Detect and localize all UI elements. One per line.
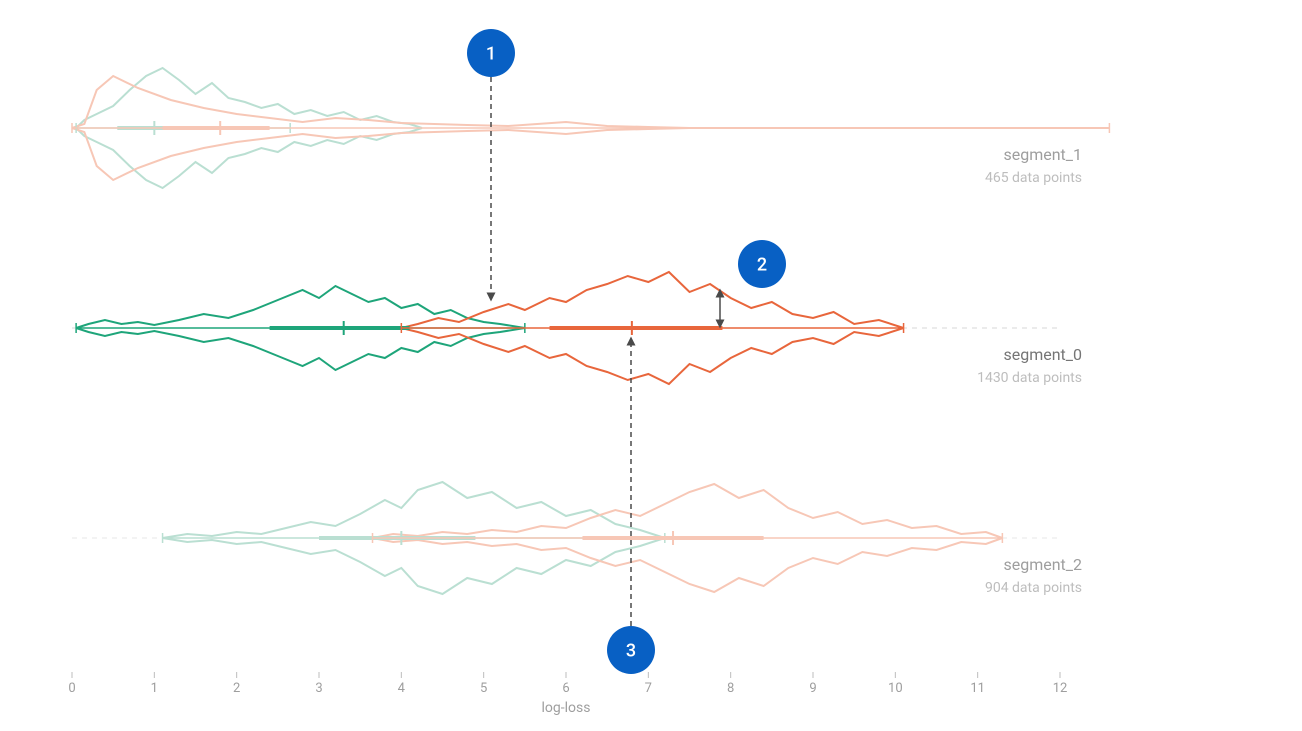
segment-count-label: 904 data points (985, 580, 1082, 596)
segment-row-segment_0: segment_0 1430 data points (72, 272, 1082, 386)
x-tick-label: 2 (233, 681, 240, 696)
x-tick-label: 0 (68, 681, 75, 696)
violin-orange (72, 76, 1109, 128)
segment-name-label: segment_2 (1003, 555, 1082, 574)
callout-number: 2 (757, 255, 767, 276)
segment-name-label: segment_1 (1003, 145, 1082, 164)
x-tick-label: 5 (480, 681, 487, 696)
segment-name-label: segment_0 (1003, 345, 1082, 364)
callout-2: 2 (720, 240, 786, 324)
violin-orange (373, 484, 1003, 538)
callout-3: 3 (607, 341, 655, 674)
x-tick-label: 8 (727, 681, 734, 696)
callout-1: 1 (467, 29, 515, 297)
x-tick-label: 10 (888, 681, 903, 696)
x-tick-label: 4 (398, 681, 406, 696)
x-tick-label: 3 (315, 681, 322, 696)
violin-chart: 0123456789101112log-losssegment_1465 dat… (0, 0, 1302, 731)
x-tick-label: 11 (970, 681, 985, 696)
x-axis-title: log-loss (542, 700, 591, 716)
x-tick-label: 1 (151, 681, 158, 696)
x-tick-label: 12 (1053, 681, 1068, 696)
segment-row-segment_2: segment_2 904 data points (72, 482, 1082, 596)
x-tick-label: 7 (645, 681, 652, 696)
segment-row-segment_1: segment_1 465 data points (72, 68, 1109, 188)
violin-green (163, 482, 665, 538)
segment-count-label: 465 data points (985, 170, 1082, 186)
callout-number: 1 (486, 44, 496, 65)
x-tick-label: 9 (809, 681, 816, 696)
segment-count-label: 1430 data points (977, 370, 1082, 386)
x-tick-label: 6 (562, 681, 569, 696)
x-axis: 0123456789101112log-loss (68, 672, 1067, 716)
callout-number: 3 (626, 641, 636, 662)
violin-green (76, 68, 422, 128)
